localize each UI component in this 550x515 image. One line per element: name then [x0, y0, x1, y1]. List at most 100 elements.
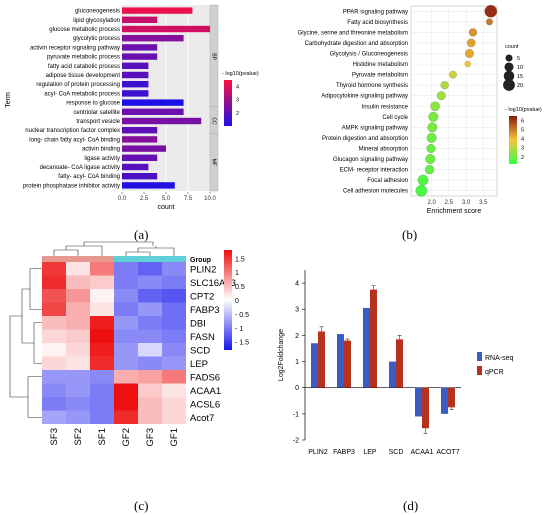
- cell-acaa1-sf3: [42, 383, 66, 397]
- bar-acot7-qpcr: [448, 387, 455, 408]
- category-label: Glycine, serine and threonine metabolism: [298, 30, 408, 36]
- category-label: ECM- receptor interaction: [340, 168, 408, 174]
- cell-acsl6-sf1: [90, 397, 114, 411]
- y-axis-label: Term: [5, 92, 12, 108]
- point-fatty-acid-biosynthesis: [486, 18, 493, 26]
- cell-acot7-gf3: [138, 410, 162, 424]
- category-label: long- chain fatty acyl- CoA binding: [29, 137, 120, 143]
- kegg-enrichment-bubble-chart: PPAR signaling pathway Fatty acid biosynt…: [298, 5, 542, 215]
- category-label: LEP: [363, 449, 377, 456]
- cell-cpt2-sf2: [66, 289, 90, 303]
- cell-fabp3-gf3: [138, 302, 162, 316]
- category-label: Histidine metabolism: [353, 62, 408, 68]
- y-tick-label: 3: [295, 307, 299, 314]
- cell-acaa1-gf1: [162, 383, 186, 397]
- cell-fabp3-sf3: [42, 302, 66, 316]
- row-label: FADS6: [190, 372, 220, 383]
- category-label: Glucagon signaling pathway: [333, 157, 408, 163]
- column-label: GF3: [145, 428, 156, 446]
- point-pyruvate-metabolism: [449, 70, 457, 79]
- size-legend-label: 20: [517, 83, 523, 89]
- cell-plin2-sf3: [42, 262, 66, 276]
- cell-acaa1-sf1: [90, 383, 114, 397]
- cell-fabp3-gf2: [114, 302, 138, 316]
- cell-fads6-gf3: [138, 370, 162, 384]
- cell-acsl6-sf3: [42, 397, 66, 411]
- cell-dbi-gf1: [162, 316, 186, 330]
- category-label: activin binding: [82, 147, 120, 153]
- cell-acaa1-gf2: [114, 383, 138, 397]
- category-label: activin receptor signaling pathway: [30, 45, 120, 51]
- bar-regulation-of-protein-processing: [122, 81, 149, 88]
- cell-scd-gf1: [162, 343, 186, 357]
- group-cell: [162, 256, 186, 262]
- bar-long-chain-fatty-acyl-coa-binding: [122, 136, 158, 143]
- bar-lep-qpcr: [370, 289, 377, 388]
- cell-plin2-sf2: [66, 262, 90, 276]
- legend-tick-label: 0: [235, 298, 239, 305]
- panel-label-a: (a): [134, 227, 149, 242]
- category-label: pyruvate metabolic process: [47, 55, 120, 61]
- cell-fabp3-sf2: [66, 302, 90, 316]
- dendrogram-branches: [53, 241, 175, 256]
- color-legend-tick: 5: [521, 128, 524, 134]
- color-legend-bar: [509, 116, 517, 164]
- bar-gluconeogenesis: [122, 7, 193, 14]
- column-label: GF2: [121, 428, 132, 446]
- point-thyroid-hormone-synthesis: [440, 81, 449, 90]
- cell-dbi-sf1: [90, 316, 114, 330]
- bar-acyl-coa-metabolic-process: [122, 90, 149, 97]
- point-adipocytokine-signaling-pathway: [436, 91, 446, 101]
- category-label: Thyroid hormone synthesis: [336, 83, 408, 89]
- category-label: SCD: [389, 449, 404, 456]
- cell-fads6-sf1: [90, 370, 114, 384]
- point-glucagon-signaling-pathway: [425, 154, 436, 164]
- row-label: Acot7: [190, 413, 214, 424]
- y-tick-label: 0: [295, 385, 299, 392]
- cell-slc16a13-sf3: [42, 275, 66, 289]
- legend-tick-label: - 1: [235, 326, 243, 333]
- bar-adipose-tissue-development: [122, 71, 149, 79]
- point-mineral-absorption: [426, 144, 436, 153]
- category-label: Adipocytokine signaling pathway: [321, 94, 408, 100]
- cell-fasn-gf2: [114, 329, 138, 343]
- bar-fatty-acyl-coa-binding: [122, 173, 158, 180]
- cell-acot7-sf1: [90, 410, 114, 424]
- x-tick-label: 2.0: [427, 200, 436, 206]
- cell-acsl6-sf2: [66, 397, 90, 411]
- legend-colorbar: [224, 250, 232, 350]
- panel-label-d: (d): [403, 498, 419, 513]
- cell-slc16a13-gf3: [138, 275, 162, 289]
- x-tick-label: 7.5: [184, 196, 193, 202]
- category-label: decanoate- CoA ligase activity: [40, 165, 120, 171]
- cell-plin2-sf1: [90, 262, 114, 276]
- bar-response-to-glucose: [122, 99, 184, 106]
- legend-tick-label: 0.5: [235, 284, 245, 291]
- row-label: LEP: [190, 359, 208, 370]
- size-legend-label: 5: [517, 56, 520, 62]
- bar-decanoate-coa-ligase-activity: [122, 163, 149, 171]
- cell-acsl6-gf3: [138, 397, 162, 411]
- x-axis-label: Enrichment score: [427, 208, 482, 215]
- bar-plin2-rna-seq: [311, 343, 318, 388]
- go-enrichment-bar-chart: BP CC MF gluconeogenesis lipid glycosylation…: [5, 4, 259, 211]
- cell-cpt2-gf2: [114, 289, 138, 303]
- size-legend-dot: [504, 62, 514, 72]
- category-label: PPAR signaling pathway: [343, 9, 408, 15]
- cell-acot7-sf2: [66, 410, 90, 424]
- x-tick-label: 3.0: [462, 200, 471, 206]
- category-label: adipose tissue development: [46, 73, 121, 79]
- category-label: glucose metabolic process: [49, 27, 120, 33]
- size-legend-label: 10: [517, 65, 523, 71]
- color-legend-tick: 2: [521, 155, 524, 161]
- bar-ligase-activity: [122, 154, 158, 161]
- x-tick-label: 5.0: [162, 196, 171, 202]
- row-label: FASN: [190, 332, 215, 343]
- bar-transport-vesicle: [122, 117, 202, 125]
- cell-fabp3-sf1: [90, 302, 114, 316]
- facet-label: CC: [211, 117, 217, 125]
- point-glycolysis-gluconeogenesis: [465, 49, 474, 58]
- cell-lep-sf2: [66, 356, 90, 370]
- category-label: FABP3: [333, 449, 355, 456]
- cell-plin2-gf3: [138, 262, 162, 276]
